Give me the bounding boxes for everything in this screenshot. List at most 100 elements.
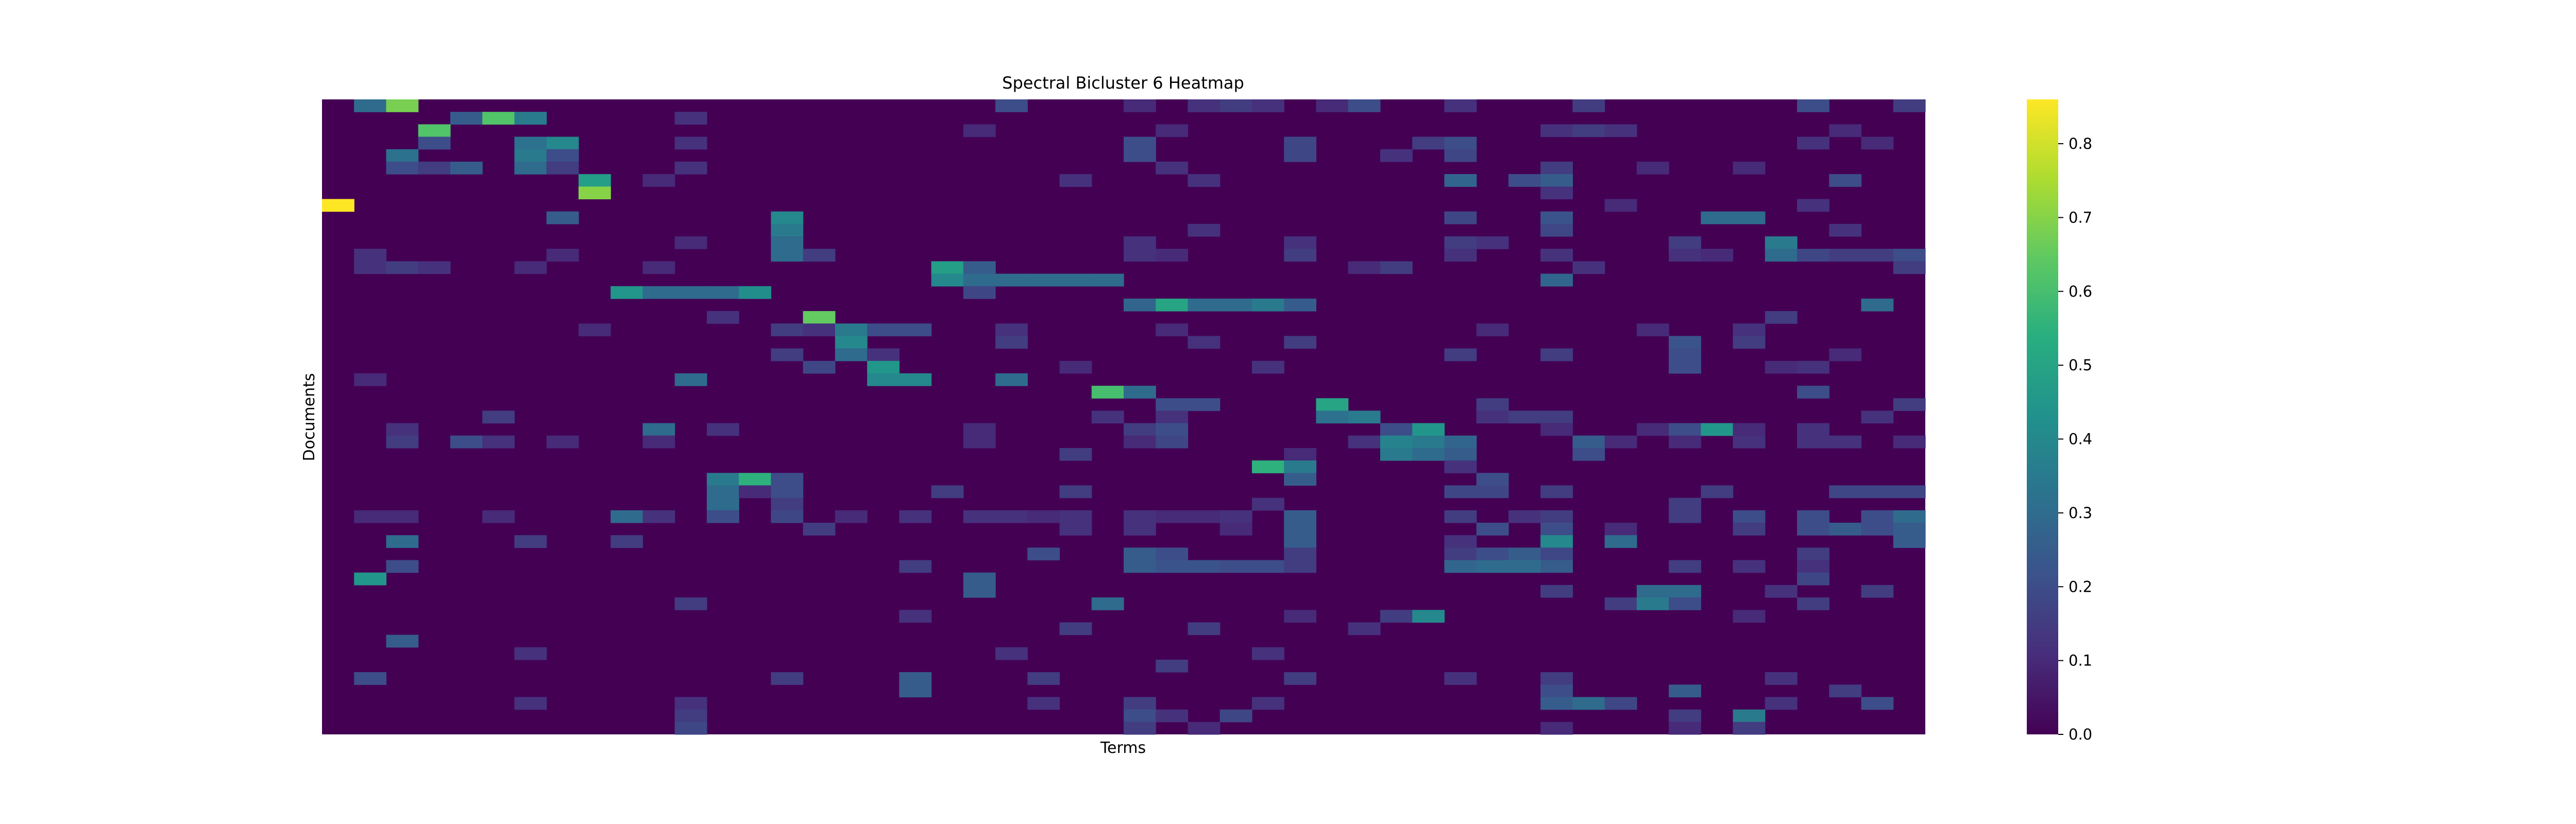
heatmap-cell xyxy=(1156,398,1189,411)
heatmap-cell xyxy=(1701,423,1734,436)
heatmap-cell xyxy=(1476,473,1509,486)
heatmap-cell xyxy=(1251,647,1284,660)
heatmap-cell xyxy=(1027,547,1060,561)
heatmap-cell xyxy=(1508,174,1541,187)
heatmap-cell xyxy=(642,286,675,299)
heatmap-cell xyxy=(1572,697,1605,710)
heatmap-cell xyxy=(1733,610,1766,623)
heatmap-cell xyxy=(1284,560,1317,573)
heatmap-cell xyxy=(1059,273,1092,287)
heatmap-cell xyxy=(867,348,900,362)
heatmap-cell xyxy=(1124,149,1156,162)
heatmap-cell xyxy=(386,149,419,162)
heatmap-cell xyxy=(1604,435,1637,449)
heatmap-cell xyxy=(611,286,643,299)
heatmap-cell xyxy=(386,261,419,274)
heatmap-cell xyxy=(771,236,804,249)
heatmap-cell xyxy=(1124,249,1156,262)
heatmap-cell xyxy=(1284,460,1317,473)
heatmap-cell xyxy=(1124,136,1156,150)
heatmap-cell xyxy=(835,510,868,523)
colorbar: 0.0 0.1 0.2 0.3 0.4 0.5 0.6 0.7 0.8 xyxy=(2027,99,2092,743)
heatmap-cell xyxy=(1572,124,1605,138)
heatmap-cell xyxy=(1444,211,1477,225)
heatmap-cell xyxy=(899,560,932,573)
heatmap-cell xyxy=(1156,547,1189,561)
heatmap-cell xyxy=(514,647,547,660)
heatmap-cell xyxy=(1124,510,1156,523)
heatmap-cell xyxy=(1091,597,1124,610)
heatmap-cell xyxy=(1156,161,1189,175)
heatmap-cell xyxy=(1444,136,1477,150)
heatmap-cell xyxy=(931,485,964,499)
heatmap-cell xyxy=(867,373,900,386)
heatmap-cell xyxy=(1251,497,1284,511)
heatmap-cell xyxy=(1059,485,1092,499)
heatmap-cell xyxy=(450,161,483,175)
heatmap-cell xyxy=(674,286,707,299)
heatmap-cell xyxy=(1444,99,1477,112)
heatmap-cell xyxy=(771,497,804,511)
heatmap-cell xyxy=(1733,323,1766,336)
heatmap-cell xyxy=(1476,323,1509,336)
heatmap-cell xyxy=(386,99,419,112)
heatmap-cell xyxy=(1380,261,1413,274)
heatmap-cell xyxy=(835,348,868,362)
heatmap-cell xyxy=(1701,211,1734,225)
heatmap-cell xyxy=(963,510,996,523)
heatmap-cell xyxy=(1188,622,1221,636)
colorbar-tick-label: 0.7 xyxy=(2069,209,2092,226)
heatmap-cell xyxy=(1540,510,1573,523)
heatmap-cell xyxy=(1124,236,1156,249)
heatmap-cell xyxy=(899,610,932,623)
heatmap-cell xyxy=(514,136,547,150)
heatmap-cell xyxy=(1348,622,1381,636)
heatmap-cell xyxy=(1251,360,1284,374)
heatmap-cell xyxy=(1316,99,1349,112)
colorbar-tick-label: 0.4 xyxy=(2069,431,2092,448)
heatmap-cell xyxy=(1444,348,1477,362)
heatmap-cell xyxy=(1124,298,1156,312)
heatmap-cell xyxy=(611,510,643,523)
heatmap-cell xyxy=(1604,523,1637,536)
heatmap-cell xyxy=(1540,124,1573,138)
heatmap-cell xyxy=(418,161,451,175)
heatmap-cell xyxy=(1444,236,1477,249)
heatmap-cell xyxy=(1893,510,1926,523)
colorbar-tick-label: 0.1 xyxy=(2069,652,2092,670)
heatmap-cell xyxy=(1059,622,1092,636)
heatmap-cell xyxy=(867,323,900,336)
heatmap-cell xyxy=(1540,249,1573,262)
heatmap-cell xyxy=(1444,535,1477,548)
heatmap-cell xyxy=(1540,697,1573,710)
heatmap-cell xyxy=(899,373,932,386)
heatmap-cell xyxy=(706,497,739,511)
heatmap-cell xyxy=(1124,697,1156,710)
heatmap-cell xyxy=(1797,560,1829,573)
heatmap-cell xyxy=(1284,473,1317,486)
heatmap-cell xyxy=(354,373,387,386)
heatmap-cell xyxy=(674,722,707,735)
heatmap-cell xyxy=(1604,597,1637,610)
heatmap-cell xyxy=(1476,410,1509,424)
heatmap-cell xyxy=(1156,410,1189,424)
heatmap-cell xyxy=(1444,249,1477,262)
heatmap-cell xyxy=(1829,485,1862,499)
heatmap-cell xyxy=(1444,547,1477,561)
heatmap-cell xyxy=(1797,597,1829,610)
heatmap-cell xyxy=(1861,298,1894,312)
heatmap-cell xyxy=(771,473,804,486)
heatmap-cell xyxy=(803,523,836,536)
heatmap-cell xyxy=(642,423,675,436)
colorbar-tick-label: 0.3 xyxy=(2069,504,2092,522)
heatmap-cell xyxy=(1219,709,1252,723)
heatmap-cell xyxy=(1444,460,1477,473)
heatmap-cell xyxy=(1476,547,1509,561)
heatmap-cell xyxy=(1251,560,1284,573)
heatmap-cell xyxy=(1861,697,1894,710)
heatmap-cell xyxy=(1284,136,1317,150)
heatmap-cell xyxy=(514,112,547,125)
heatmap-cell xyxy=(1733,510,1766,523)
heatmap-cell xyxy=(482,410,515,424)
heatmap-cell xyxy=(1251,298,1284,312)
